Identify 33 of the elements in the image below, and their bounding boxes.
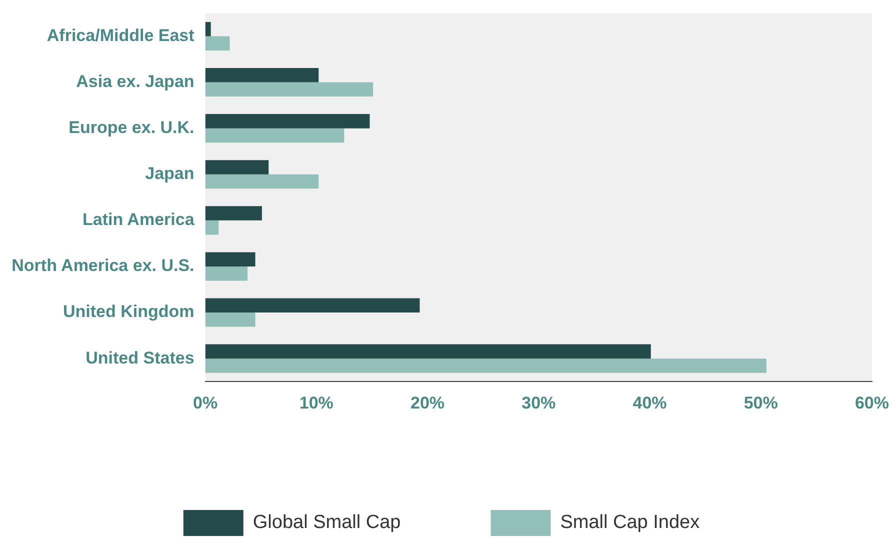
y-tick-label: Japan [145, 164, 194, 184]
bar [205, 160, 269, 174]
y-tick-label: United States [86, 348, 194, 368]
y-tick-label: United Kingdom [63, 302, 194, 322]
bar [205, 174, 319, 189]
bar [205, 36, 230, 50]
bar [205, 220, 219, 235]
y-tick-label: Latin America [82, 210, 195, 230]
x-tick-label: 10% [299, 393, 334, 412]
bar [205, 298, 420, 313]
y-tick-label: Asia ex. Japan [76, 72, 194, 91]
x-tick-label: 60% [854, 393, 890, 412]
bar [205, 312, 256, 327]
bar [205, 82, 374, 97]
bar [205, 206, 262, 220]
y-tick-label: Africa/Middle East [46, 26, 195, 45]
bar [205, 68, 319, 82]
legend-label: Global Small Cap [252, 512, 401, 534]
bar [205, 128, 344, 143]
bar [205, 344, 651, 359]
legend-label: Small Cap Index [560, 512, 700, 534]
y-tick-label: Europe ex. U.K. [68, 118, 194, 138]
bar [205, 22, 211, 36]
y-tick-label: North America ex. U.S. [12, 256, 194, 276]
x-tick-label: 40% [632, 393, 667, 412]
x-tick-label: 0% [192, 393, 218, 412]
x-tick-label: 50% [744, 393, 778, 412]
bar [205, 252, 256, 266]
bar [205, 114, 370, 128]
bar [205, 266, 248, 281]
x-tick-label: 30% [522, 393, 556, 412]
x-tick-label: 20% [410, 393, 445, 412]
bar [205, 358, 766, 373]
